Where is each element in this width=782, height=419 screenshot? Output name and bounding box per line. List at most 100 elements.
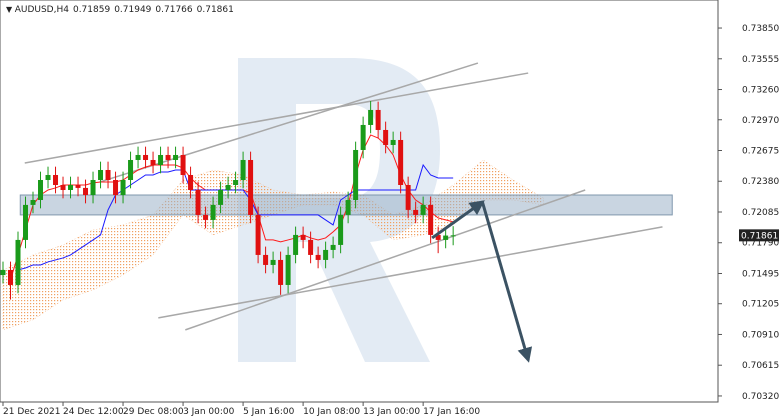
candle-body (45, 174, 51, 180)
forecast-layer (431, 200, 533, 363)
x-tick-label: 29 Dec 08:00 (123, 407, 184, 417)
candle-body (150, 159, 156, 165)
candle-body (135, 154, 141, 160)
candle-body (120, 179, 126, 196)
last-price-label: 0.71861 (741, 231, 778, 241)
candle-body (128, 159, 134, 180)
y-tick-label: 0.73850 (742, 24, 779, 34)
candle-body (390, 139, 396, 145)
candle-body (405, 185, 411, 210)
header-arrow: ▼ (6, 5, 15, 14)
candle-body (360, 124, 366, 150)
candles-layer (0, 100, 456, 300)
axis-layer: 0.73850 0.73555 0.73260 0.72970 0.72675 0.723… (2, 24, 779, 417)
candle-body (15, 239, 21, 285)
candle-body (180, 154, 186, 175)
forecast-arrow (431, 200, 485, 240)
candle-body (195, 190, 201, 215)
x-tick-label: 3 Jan 00:00 (183, 407, 235, 417)
candle-body (90, 179, 96, 196)
candle-body (420, 204, 426, 215)
candle-body (38, 179, 44, 201)
candle-body (443, 235, 449, 240)
trendline (24, 72, 529, 164)
candle-body (105, 169, 111, 180)
candle-body (383, 129, 389, 145)
header-low: 0.71766 (155, 5, 192, 15)
trendline (185, 189, 586, 331)
candle-body (165, 154, 171, 160)
x-tick-label: 13 Jan 00:00 (363, 407, 420, 417)
candle-body (368, 109, 374, 125)
y-tick-label: 0.73260 (742, 86, 779, 96)
candle-body (270, 259, 276, 265)
candle-body (30, 200, 36, 205)
candle-body (398, 139, 404, 186)
candle-body (330, 244, 336, 250)
candle-body (255, 214, 261, 255)
x-tick-label: 24 Dec 12:00 (63, 407, 124, 417)
x-tick-label: 5 Jan 16:00 (243, 407, 295, 417)
candle-body (375, 109, 381, 130)
candle-body (428, 204, 434, 235)
y-tick-label: 0.73555 (742, 55, 779, 65)
candle-body (300, 234, 306, 240)
candle-body (315, 254, 321, 260)
candle-body (435, 234, 441, 240)
y-tick-label: 0.70320 (742, 392, 779, 402)
candle-body (158, 154, 164, 165)
y-tick-label: 0.71495 (742, 269, 779, 279)
candle-body (285, 254, 291, 285)
candle-body (233, 179, 239, 186)
y-tick-label: 0.70910 (742, 330, 779, 340)
candle-body (23, 204, 29, 240)
y-tick-label: 0.72085 (742, 208, 779, 218)
candle-body (308, 239, 314, 255)
candle-body (113, 179, 119, 196)
symbol: AUDUSD,H4 (15, 5, 70, 15)
forecast-arrow (480, 201, 533, 363)
y-tick-label: 0.70615 (742, 361, 779, 371)
candle-body (278, 259, 284, 285)
candle-body (240, 159, 246, 180)
x-tick-label: 21 Dec 2021 (3, 407, 61, 417)
candle-body (188, 174, 194, 191)
candle-body (338, 214, 344, 245)
candle-body (75, 185, 81, 188)
candle-body (293, 234, 299, 255)
candle-body (345, 200, 351, 215)
y-tick-label: 0.71205 (742, 300, 779, 310)
header-high: 0.71949 (114, 5, 151, 15)
candle-body (263, 254, 269, 265)
candle-body (68, 185, 74, 191)
candle-body (8, 269, 14, 285)
candle-body (0, 269, 6, 276)
candle-body (143, 154, 149, 160)
candle-body (173, 154, 179, 160)
candle-body (98, 169, 104, 180)
y-tick-label: 0.72380 (742, 177, 779, 187)
y-tick-label: 0.71790 (742, 239, 779, 249)
candle-body (413, 209, 419, 215)
candle-body (210, 204, 216, 220)
candle-body (203, 214, 209, 220)
candle-body (323, 249, 329, 260)
y-tick-label: 0.72675 (742, 147, 779, 157)
x-tick-label: 10 Jan 08:00 (303, 407, 360, 417)
header: ▼ AUDUSD,H4 0.71859 0.71949 0.71766 0.71861 (6, 5, 234, 15)
candle-body (353, 149, 359, 201)
header-close: 0.71861 (197, 5, 234, 15)
candle-body (248, 159, 254, 215)
y-tick-label: 0.72970 (742, 116, 779, 126)
candle-body (218, 190, 224, 205)
x-tick-label: 17 Jan 16:00 (423, 407, 480, 417)
candle-body (83, 187, 89, 196)
last-price-box (739, 229, 779, 242)
candle-body (450, 235, 456, 237)
trendline (158, 226, 663, 319)
ichimoku-cloud (2, 159, 544, 331)
header-open: 0.71859 (73, 5, 110, 15)
candle-body (53, 174, 59, 186)
